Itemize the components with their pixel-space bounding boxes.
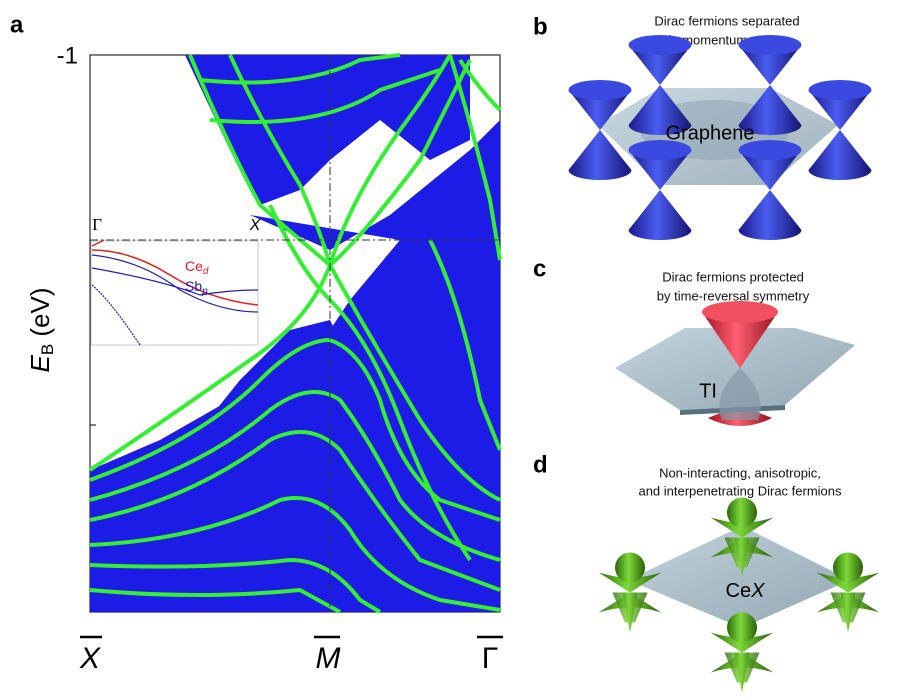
y-tick-label: -1 bbox=[57, 42, 78, 69]
panel-label: b bbox=[533, 13, 548, 40]
y-title-unit: (eV) bbox=[25, 287, 55, 343]
surface-label: TI bbox=[699, 380, 717, 402]
x-tick-label: X bbox=[79, 642, 101, 675]
y-title-sub: B bbox=[38, 344, 57, 355]
legend-main: Sb bbox=[185, 278, 202, 294]
legend-main: Ce bbox=[185, 258, 203, 274]
legend-sub: p bbox=[201, 286, 208, 297]
panel-label: d bbox=[533, 451, 548, 478]
y-title-main: E bbox=[25, 355, 55, 373]
surface-label: CeX bbox=[726, 580, 766, 602]
legend-ce: Ced bbox=[185, 258, 209, 277]
legend-sub: d bbox=[203, 266, 209, 277]
band-structure bbox=[88, 53, 502, 614]
x-tick-label: M bbox=[316, 642, 341, 675]
inset: Γ X Ced Sbp bbox=[90, 215, 262, 346]
caption: by time-reversal symmetry bbox=[657, 288, 810, 303]
panel-b: b Dirac fermions separated in momentum s… bbox=[533, 13, 872, 240]
caption: and interpenetrating Dirac fermions bbox=[638, 483, 842, 498]
x-tick-label: Γ bbox=[482, 642, 499, 675]
y-axis-title: EB (eV) bbox=[25, 287, 58, 372]
surface-label: Graphene bbox=[666, 122, 755, 144]
surface-main: Ce bbox=[726, 580, 752, 602]
panel-d: d Non-interacting, anisotropic, and inte… bbox=[533, 451, 880, 693]
caption: Dirac fermions protected bbox=[662, 269, 804, 284]
panel-label: c bbox=[533, 255, 546, 282]
panel-a: a bbox=[10, 11, 503, 675]
legend-sb: Sbp bbox=[185, 278, 208, 297]
caption: Non-interacting, anisotropic, bbox=[659, 465, 821, 480]
surface-var: X bbox=[750, 580, 765, 602]
inset-x-label: Γ bbox=[92, 215, 102, 234]
caption: Dirac fermions separated bbox=[654, 13, 799, 28]
panel-label: a bbox=[10, 11, 24, 38]
inset-x-label: X bbox=[249, 217, 262, 234]
panel-c: c Dirac fermions protected by time-rever… bbox=[533, 255, 855, 426]
